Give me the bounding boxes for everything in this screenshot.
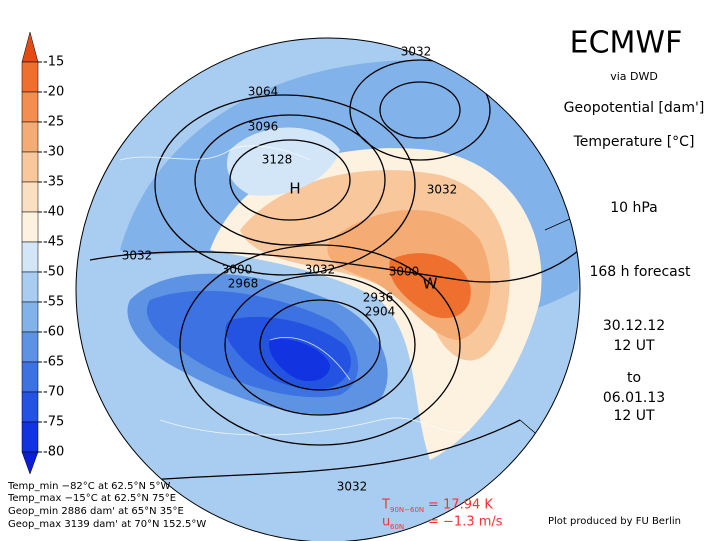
colorbar-label: -80 (43, 445, 64, 460)
stat: Geop_max 3139 dam' at 70°N 152.5°W (8, 519, 206, 530)
index-value: = 17.94 K (428, 498, 493, 513)
colorbar-label: -40 (43, 205, 64, 220)
stat: Geop_min 2886 dam' at 65°N 35°E (8, 506, 184, 517)
field: Temperature [°C] (573, 134, 695, 150)
contour-label: 2968 (228, 277, 259, 291)
to: to (627, 370, 641, 386)
contour-label: 3064 (248, 85, 279, 99)
contour-label: 3032 (337, 480, 368, 494)
colorbar-bin (21, 331, 39, 363)
colorbar-bin (21, 151, 39, 183)
indices: T 90N−60N = 17.94 K u 60N = −1.3 m/s (381, 498, 503, 532)
valid-time: 12 UT (613, 408, 655, 424)
contour-labels: 3032 3064 3096 3128 H 3032 3032 3000 303… (122, 45, 458, 494)
colorbar-bin (21, 271, 39, 303)
stats: Temp_min −82°C at 62.5°N 5°W Temp_max −1… (7, 481, 206, 530)
credit: Plot produced by FU Berlin (548, 516, 681, 527)
high-marker: H (289, 180, 300, 198)
forecast: 168 h forecast (589, 264, 691, 280)
colorbar-bin (21, 181, 39, 213)
contour-label: 3032 (401, 45, 432, 59)
colorbar-label: -45 (43, 235, 64, 250)
contour-label: 2904 (365, 305, 396, 319)
colorbar-label: -70 (43, 385, 64, 400)
stat: Temp_min −82°C at 62.5°N 5°W (7, 481, 170, 492)
stat: Temp_max −15°C at 62.5°N 75°E (7, 493, 176, 504)
colorbar-label: -25 (43, 115, 64, 130)
colorbar-label: -65 (43, 355, 64, 370)
colorbar-bin (21, 211, 39, 243)
contour-label: 2936 (363, 291, 394, 305)
colorbar-label: -20 (43, 85, 64, 100)
colorbar-label: -55 (43, 295, 64, 310)
colorbar-label: -35 (43, 175, 64, 190)
colorbar-cap (21, 451, 39, 475)
contour-label: 3000 (222, 263, 253, 277)
contour-label: 3128 (262, 153, 293, 167)
colorbar-bin (21, 301, 39, 333)
level: 10 hPa (610, 200, 658, 216)
colorbar-bin (21, 391, 39, 423)
init-date: 30.12.12 (603, 318, 665, 334)
colorbar-label: -30 (43, 145, 64, 160)
contour-label: 3000 (389, 265, 420, 279)
title: ECMWF (570, 26, 683, 61)
colorbar-label: -50 (43, 265, 64, 280)
valid-date: 06.01.13 (603, 390, 665, 406)
index-sub: 60N (390, 523, 404, 531)
colorbar-bin (21, 241, 39, 273)
colorbar-bin (21, 421, 39, 453)
warm-marker: W (423, 275, 438, 293)
colorbar: -15 -20 -25 -30 -35 -40 -45 -50 -55 -60 -65 -70 -75 -… (21, 31, 64, 475)
contour-label: 3096 (248, 120, 279, 134)
index-value: = −1.3 m/s (428, 515, 503, 530)
header: ECMWF via DWD Geopotential [dam'] Temper… (564, 26, 705, 425)
colorbar-label: -60 (43, 325, 64, 340)
colorbar-label: -75 (43, 415, 64, 430)
field: Geopotential [dam'] (564, 100, 705, 116)
init-time: 12 UT (613, 338, 655, 354)
colorbar-cap (21, 31, 39, 63)
map-border (75, 37, 581, 541)
polar-map (76, 38, 580, 541)
contour-label: 3032 (305, 263, 336, 277)
index-sub: 90N−60N (390, 506, 424, 514)
colorbar-label: -15 (43, 55, 64, 70)
colorbar-bin (21, 361, 39, 393)
colorbar-bin (21, 91, 39, 123)
colorbar-bin (21, 61, 39, 93)
index-label: u (382, 515, 390, 530)
index-label: T (381, 498, 390, 513)
contour-label: 3032 (122, 249, 153, 263)
colorbar-bin (21, 121, 39, 153)
contour-label: 3032 (427, 183, 458, 197)
source: via DWD (610, 70, 658, 83)
